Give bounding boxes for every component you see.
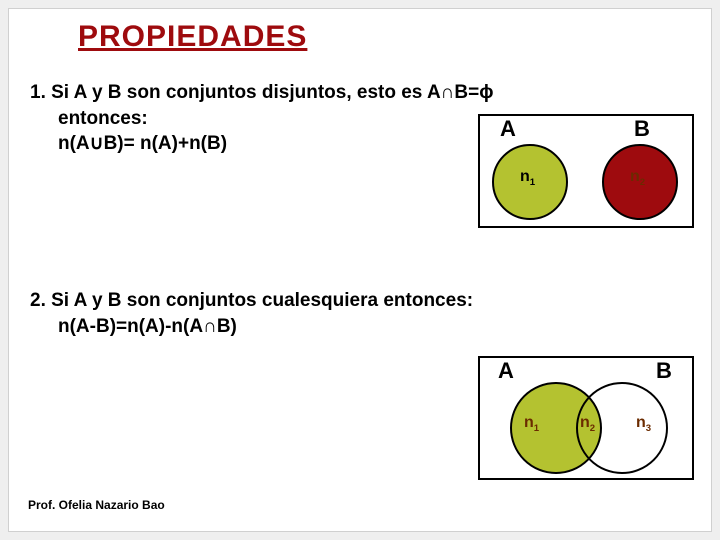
n2-label-2: n2: [580, 414, 595, 434]
p1-line1-prefix: 1. Si A y B son conjuntos disjuntos, est…: [30, 82, 441, 103]
n2-text-2: n: [580, 414, 590, 431]
n3-sub-2: 3: [646, 423, 651, 434]
n2-sub-2: 2: [590, 423, 595, 434]
label-a-1: A: [500, 116, 516, 142]
n2-label-1: n2: [630, 168, 645, 188]
footer-author: Prof. Ofelia Nazario Bao: [28, 498, 165, 512]
property-2-text: 2. Si A y B son conjuntos cualesquiera e…: [30, 288, 700, 339]
p2-line2-suffix: B): [217, 316, 237, 337]
n1-label-2: n1: [524, 414, 539, 434]
n1-sub-2: 1: [534, 423, 539, 434]
label-b-2: B: [656, 358, 672, 384]
p1-line3-prefix: n(A: [30, 133, 90, 154]
p1-line2: entonces:: [30, 108, 148, 129]
n2-sub-1: 2: [640, 177, 645, 188]
phi-symbol: ϕ: [479, 82, 493, 103]
n2-text-1: n: [630, 168, 640, 185]
n1-text-1: n: [520, 168, 530, 185]
n3-label-2: n3: [636, 414, 651, 434]
p1-line3-suffix: B)= n(A)+n(B): [104, 133, 227, 154]
p2-line2-prefix: n(A-B)=n(A)-n(A: [30, 316, 203, 337]
slide: PROPIEDADES 1. Si A y B son conjuntos di…: [8, 8, 712, 532]
p1-line1-mid: B=: [454, 82, 479, 103]
cup-symbol: ∪: [90, 133, 104, 154]
cap-symbol: ∩: [441, 82, 455, 103]
page-title: PROPIEDADES: [78, 20, 307, 54]
p2-line1: 2. Si A y B son conjuntos cualesquiera e…: [30, 290, 473, 311]
n3-text-2: n: [636, 414, 646, 431]
n1-text-2: n: [524, 414, 534, 431]
n1-sub-1: 1: [530, 177, 535, 188]
cap-symbol-2: ∩: [203, 316, 217, 337]
label-b-1: B: [634, 116, 650, 142]
n1-label-1: n1: [520, 168, 535, 188]
label-a-2: A: [498, 358, 514, 384]
